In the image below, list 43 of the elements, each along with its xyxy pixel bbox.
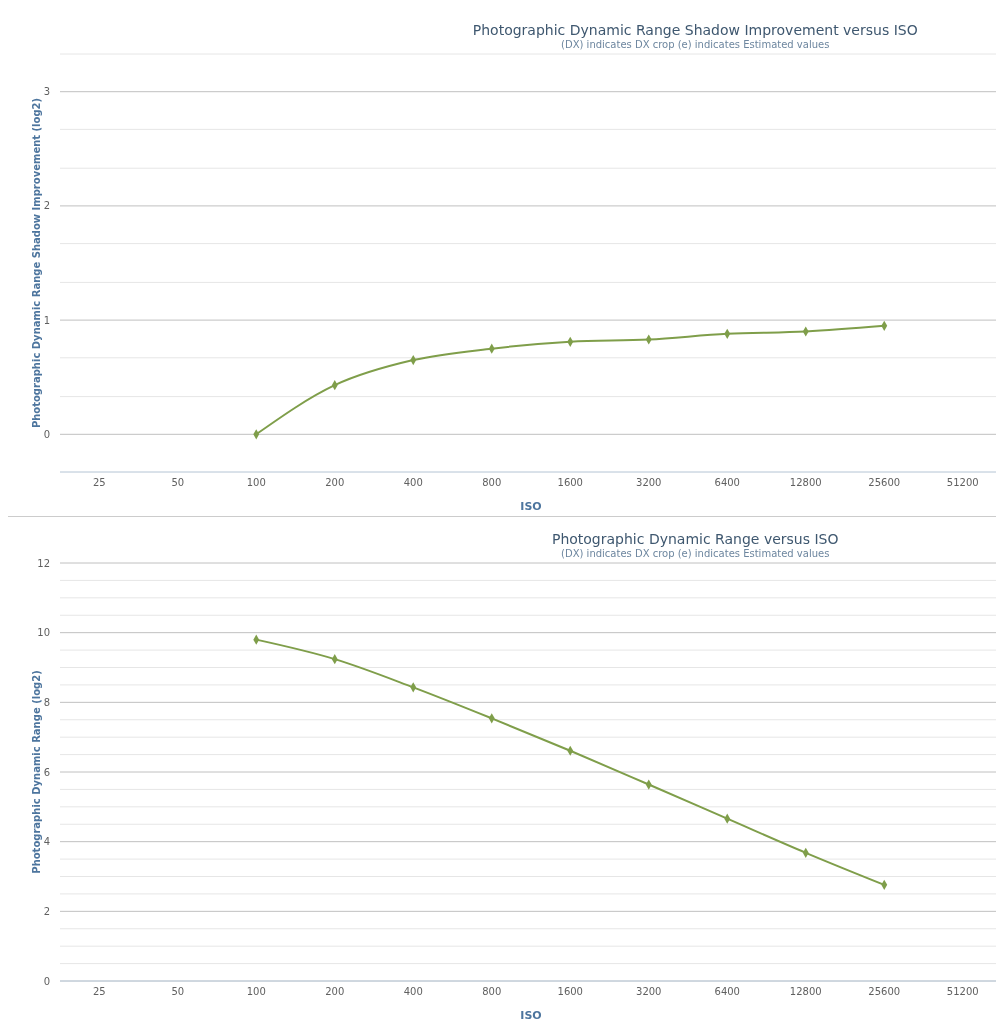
x-tick-label: 100 [246,477,266,488]
y-axis-title: Photographic Dynamic Range Shadow Improvement (log2) [31,97,42,429]
y-tick-label: 4 [43,836,50,848]
x-tick-label: 25600 [868,477,901,488]
x-tick-label: 25600 [868,986,901,997]
x-tick-label: 12800 [789,986,822,997]
y-tick-label: 2 [43,905,50,917]
x-tick-label: 800 [482,477,502,488]
x-tick-label: 3200 [636,986,662,997]
x-axis-title: ISO [520,1009,542,1022]
x-tick-label: 200 [325,986,345,997]
y-tick-label: 6 [43,766,50,778]
x-tick-label: 1600 [557,986,583,997]
x-tick-label: 400 [403,477,423,488]
x-tick-label: 800 [482,986,502,997]
x-tick-label: 400 [403,986,423,997]
x-tick-label: 6400 [714,477,740,488]
y-axis-title: Photographic Dynamic Range (log2) [31,670,42,874]
x-tick-label: 200 [325,477,345,488]
y-tick-label: 12 [37,557,50,569]
chart-subtitle: (DX) indicates DX crop (e) indicates Estimated values [561,548,830,559]
y-tick-label: 0 [43,975,50,987]
x-tick-label: 12800 [789,477,822,488]
x-tick-label: 25 [92,986,106,997]
x-tick-label: 100 [246,986,266,997]
y-tick-label: 10 [37,627,50,639]
chart-title: Photographic Dynamic Range Shadow Improvement versus ISO [472,22,918,38]
y-tick-label: 3 [43,86,50,98]
chart-title: Photographic Dynamic Range versus ISO [551,531,839,547]
y-tick-label: 0 [43,428,50,440]
chart-subtitle: (DX) indicates DX crop (e) indicates Estimated values [561,39,830,50]
x-tick-label: 3200 [636,477,662,488]
y-tick-label: 2 [43,200,50,212]
x-tick-label: 51200 [946,986,979,997]
x-tick-label: 51200 [946,477,979,488]
y-tick-label: 1 [43,314,50,326]
x-tick-label: 6400 [714,986,740,997]
y-tick-label: 8 [43,696,50,708]
x-axis-title: ISO [520,500,542,513]
x-tick-label: 25 [92,477,106,488]
x-tick-label: 50 [171,986,185,997]
x-tick-label: 50 [171,477,185,488]
x-tick-label: 1600 [557,477,583,488]
